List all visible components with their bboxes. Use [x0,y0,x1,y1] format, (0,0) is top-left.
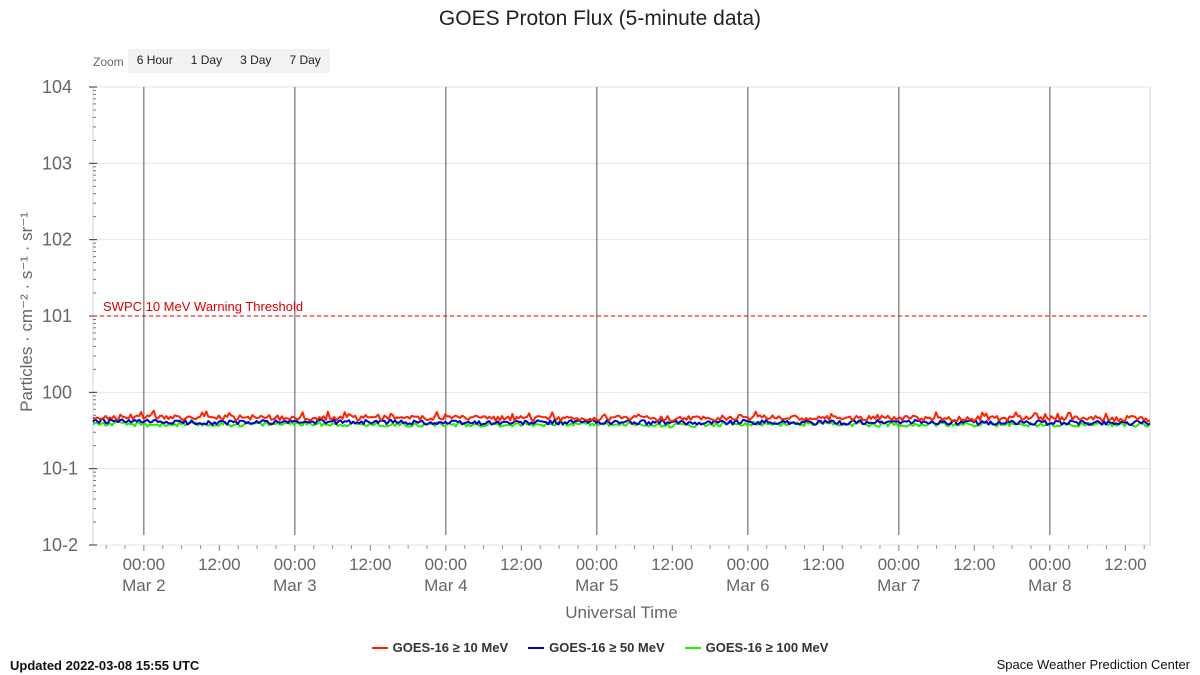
y-tick-label: 101 [42,306,72,326]
x-tick-label-time: 12:00 [802,555,845,574]
x-tick-label-time: 12:00 [953,555,996,574]
y-tick-label: 103 [42,153,72,173]
x-tick-label-time: 12:00 [651,555,694,574]
x-tick-label-date: Mar 3 [273,576,316,595]
x-tick-label-time: 12:00 [1104,555,1147,574]
y-axis-title: Particles · cm⁻² · s⁻¹ · sr⁻¹ [17,212,36,412]
zoom-1-day-button[interactable]: 1 Day [181,49,232,73]
legend-swatch-100mev [684,646,701,649]
proton-flux-chart[interactable]: 104 103 102 101 100 10-1 10-2 00:00 Mar 2 12:00 00… [0,0,1200,635]
legend-swatch-10mev [371,646,388,649]
legend-item-100mev[interactable]: GOES-16 ≥ 100 MeV [684,640,829,655]
x-tick-label-date: Mar 5 [575,576,618,595]
x-tick-label-time: 00:00 [576,555,619,574]
y-tick-label: 102 [42,230,72,250]
x-tick-label-time: 00:00 [425,555,468,574]
x-tick-label-time: 00:00 [878,555,921,574]
x-tick-label-date: Mar 7 [877,576,920,595]
y-tick-label: 104 [42,77,72,97]
x-tick-label-time: 12:00 [349,555,392,574]
legend-label-100mev: GOES-16 ≥ 100 MeV [705,640,829,655]
legend-label-50mev: GOES-16 ≥ 50 MeV [549,640,665,655]
credit-text: Space Weather Prediction Center [996,657,1190,672]
x-tick-label-time: 00:00 [274,555,317,574]
x-tick-label-date: Mar 2 [122,576,165,595]
legend-swatch-50mev [528,646,545,649]
y-tick-label: 10-1 [42,459,78,479]
zoom-6-hour-button[interactable]: 6 Hour [127,49,182,73]
x-tick-label-time: 00:00 [727,555,770,574]
series-line-10mev [92,409,1151,423]
x-tick-label-date: Mar 8 [1028,576,1071,595]
x-tick-label-date: Mar 6 [726,576,769,595]
zoom-bar: Zoom 6 Hour 1 Day 3 Day 7 Day [93,49,330,73]
zoom-7-day-button[interactable]: 7 Day [280,49,330,73]
warning-threshold-label: SWPC 10 MeV Warning Threshold [103,299,303,314]
legend-label-10mev: GOES-16 ≥ 10 MeV [392,640,509,655]
y-tick-label: 10-2 [42,535,78,555]
updated-timestamp: Updated 2022-03-08 15:55 UTC [10,658,200,673]
x-tick-label-time: 00:00 [1029,555,1072,574]
zoom-3-day-button[interactable]: 3 Day [231,49,281,73]
legend-item-50mev[interactable]: GOES-16 ≥ 50 MeV [528,640,665,655]
chart-title: GOES Proton Flux (5-minute data) [438,7,762,30]
x-tick-label-time: 12:00 [500,555,543,574]
x-tick-label-time: 12:00 [198,555,241,574]
y-tick-label: 100 [42,382,72,402]
zoom-label: Zoom [93,55,124,69]
legend: GOES-16 ≥ 10 MeV GOES-16 ≥ 50 MeV GOES-1… [0,640,1200,655]
legend-item-10mev[interactable]: GOES-16 ≥ 10 MeV [371,640,509,655]
x-tick-label-time: 00:00 [123,555,166,574]
x-tick-label-date: Mar 4 [424,576,467,595]
x-axis-title: Universal Time [565,603,677,622]
